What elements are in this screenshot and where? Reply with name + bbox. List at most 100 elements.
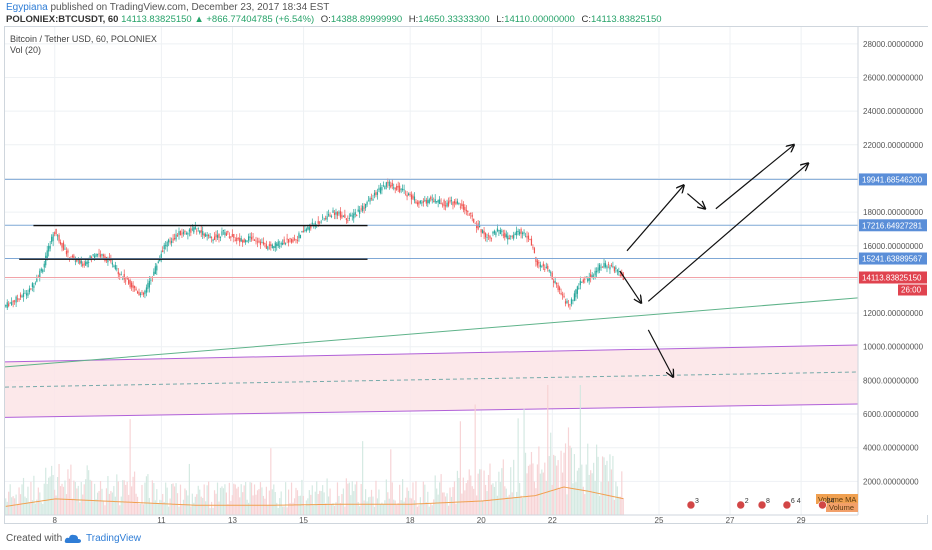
candle-body <box>240 238 242 242</box>
volume-bar <box>236 488 238 515</box>
volume-bar <box>596 444 598 515</box>
volume-bar <box>55 495 57 515</box>
candle-body <box>342 216 344 218</box>
volume-bar <box>505 488 507 515</box>
volume-bar <box>147 474 149 515</box>
candle-body <box>282 243 284 245</box>
volume-bar <box>194 496 196 515</box>
volume-bar <box>338 495 340 515</box>
tradingview-brand[interactable]: TradingView <box>86 533 142 544</box>
candle-body <box>319 222 321 224</box>
volume-bar <box>280 491 282 515</box>
candle-body <box>216 235 219 238</box>
y-tick-label: 28000.00000000 <box>863 40 924 49</box>
candle-body <box>416 202 419 205</box>
volume-bar <box>199 489 201 515</box>
candle-body <box>439 199 441 204</box>
volume-bar <box>362 441 364 515</box>
volume-bar <box>564 443 567 515</box>
volume-bar <box>381 502 383 515</box>
candle-body <box>323 218 325 220</box>
volume-bar <box>91 480 93 515</box>
volume-bar <box>138 503 140 515</box>
volume-bar <box>470 475 472 515</box>
author-link[interactable]: Egypiana <box>6 2 48 13</box>
candle-body <box>603 262 605 268</box>
volume-bar <box>179 484 182 515</box>
candle-body <box>285 243 287 245</box>
volume-bar <box>248 502 250 515</box>
volume-bar <box>447 505 450 515</box>
volume-bar <box>530 451 533 515</box>
candle-body <box>554 281 556 283</box>
candle-body <box>230 236 232 238</box>
candle-body <box>345 218 347 220</box>
candle-body <box>573 293 576 301</box>
volume-bar <box>49 476 51 515</box>
volume-bar <box>71 498 73 515</box>
candle-body <box>142 292 145 295</box>
candle-body <box>526 236 528 238</box>
candle-body <box>493 230 496 234</box>
candle-body <box>375 192 377 196</box>
candle-body <box>325 218 327 220</box>
volume-bar <box>588 474 590 515</box>
last-price-text: 14113.83825150 <box>121 14 192 25</box>
volume-bar <box>150 503 152 515</box>
volume-bar <box>184 488 186 515</box>
event-flag-icon <box>782 500 792 510</box>
volume-bar <box>425 502 427 515</box>
volume-bar <box>316 481 318 515</box>
volume-bar <box>575 482 577 515</box>
candle-body <box>225 233 227 236</box>
candle-body <box>590 274 592 278</box>
candle-body <box>209 236 211 239</box>
volume-bar <box>603 457 605 515</box>
volume-bar <box>159 499 161 515</box>
tradingview-cloud-icon <box>64 534 81 543</box>
volume-bar <box>600 482 602 515</box>
candle-body <box>22 293 25 297</box>
volume-bar <box>360 484 362 515</box>
volume-bar <box>502 459 504 515</box>
candle-body <box>581 282 583 283</box>
volume-bar <box>517 418 519 515</box>
volume-bar <box>536 464 538 515</box>
candle-body <box>327 214 330 216</box>
candle-body <box>71 255 73 258</box>
candle-body <box>249 236 251 238</box>
volume-ma-line <box>5 486 624 507</box>
candle-body <box>85 261 87 266</box>
volume-bar <box>370 489 373 515</box>
candle-body <box>52 234 54 242</box>
candle-body <box>18 298 20 300</box>
countdown-bg <box>898 284 927 296</box>
volume-bar <box>409 497 411 515</box>
candle-body <box>486 237 488 238</box>
candle-body <box>496 228 499 232</box>
candle-body <box>532 246 534 248</box>
level-label: 17216.64927281 <box>862 221 923 230</box>
candle-body <box>31 283 33 288</box>
candle-body <box>556 282 558 285</box>
event-flag-icon <box>686 500 696 510</box>
volume-bar <box>330 503 333 515</box>
candle-body <box>591 275 593 278</box>
volume-bar <box>332 503 334 515</box>
volume-bar <box>350 495 352 515</box>
candle-body <box>422 200 424 203</box>
candle-body <box>520 228 522 234</box>
candle-body <box>305 228 307 232</box>
volume-bar <box>206 485 208 515</box>
volume-bar <box>54 489 56 515</box>
candle-body <box>99 254 102 257</box>
volume-bar <box>329 488 331 515</box>
candle-body <box>218 233 220 238</box>
volume-bar <box>433 499 435 515</box>
candle-body <box>280 242 282 245</box>
candle-body <box>339 211 342 218</box>
volume-bar <box>16 503 19 515</box>
y-tick-label: 6000.00000000 <box>863 410 919 419</box>
candle-body <box>219 237 222 238</box>
